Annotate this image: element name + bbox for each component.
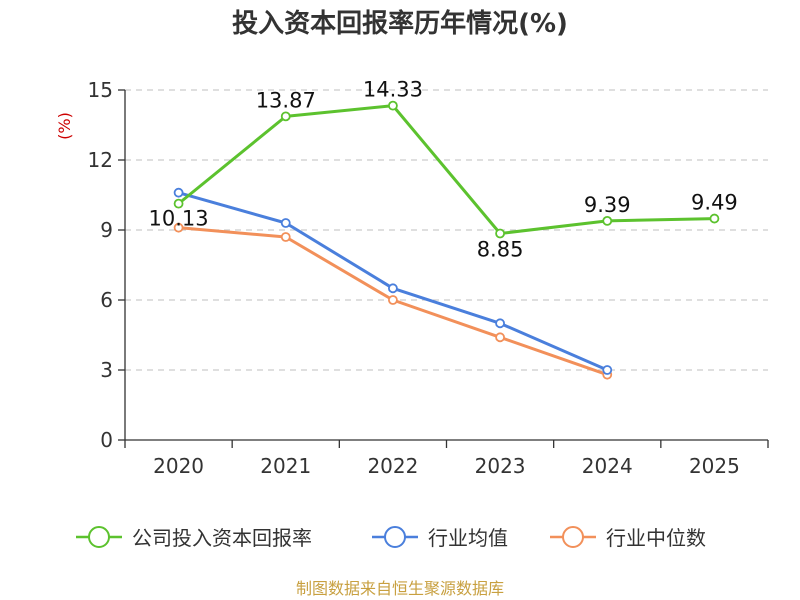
y-tick-label-0: 0	[100, 428, 113, 452]
series-line-0	[177, 104, 716, 235]
legend-marker-1	[384, 526, 406, 548]
y-tick-label-9: 9	[100, 218, 113, 242]
x-tick-label-2025: 2025	[689, 454, 740, 478]
y-tick-label-12: 12	[88, 148, 113, 172]
legend: 公司投入资本回报率 行业均值 行业中位数	[76, 526, 706, 550]
data-label-2024: 9.39	[584, 193, 631, 217]
source-note: 制图数据来自恒生聚源数据库	[296, 579, 504, 598]
x-tick-label-2023: 2023	[475, 454, 526, 478]
data-label-2023: 8.85	[477, 238, 524, 262]
series-0-point-2024	[602, 215, 613, 226]
data-label-2021: 13.87	[256, 88, 316, 112]
gridlines	[125, 89, 768, 371]
series-1-point-2023	[495, 318, 505, 329]
series-line-1	[177, 191, 609, 372]
y-tick-label-3: 3	[100, 358, 113, 382]
data-label-2025: 9.49	[691, 191, 738, 215]
axes	[118, 89, 769, 448]
data-label-2020: 10.13	[149, 207, 209, 231]
legend-label-0: 公司投入资本回报率	[132, 526, 312, 550]
chart-title: 投入资本回报率历年情况(%)	[232, 8, 568, 39]
series-2-point-2022	[388, 295, 398, 305]
tick-labels: 0 3 6 9 12 15 2020 2021 2022 2023 2024 2025	[88, 78, 740, 478]
legend-label-1: 行业均值	[428, 526, 508, 550]
data-labels: 10.13 13.87 14.33 8.85 9.39 9.49	[149, 78, 738, 262]
x-tick-label-2021: 2021	[260, 454, 311, 478]
y-tick-label-6: 6	[100, 288, 113, 312]
x-tick-label-2022: 2022	[367, 454, 418, 478]
series-lines	[173, 100, 720, 380]
legend-marker-0	[88, 526, 110, 548]
series-0-point-2023	[495, 228, 505, 239]
x-tick-label-2020: 2020	[153, 454, 204, 478]
series-2-point-2023	[495, 332, 505, 343]
y-axis-label: (%)	[55, 112, 74, 140]
x-tick-label-2024: 2024	[582, 454, 633, 478]
legend-marker-2	[562, 526, 584, 548]
series-1-point-2022	[388, 283, 398, 294]
series-0-point-2022	[388, 100, 398, 111]
series-2-point-2021	[280, 232, 291, 242]
series-2-point-2020	[173, 222, 184, 233]
series-1-point-2021	[280, 218, 291, 228]
y-tick-label-15: 15	[88, 78, 113, 102]
series-0-point-2021	[280, 111, 291, 122]
series-1-point-2020	[173, 187, 184, 198]
data-label-2022: 14.33	[363, 78, 423, 102]
legend-label-2: 行业中位数	[606, 526, 706, 550]
series-1-point-2024	[602, 365, 613, 375]
series-0-point-2020	[173, 198, 184, 209]
series-0-point-2025	[709, 213, 720, 224]
